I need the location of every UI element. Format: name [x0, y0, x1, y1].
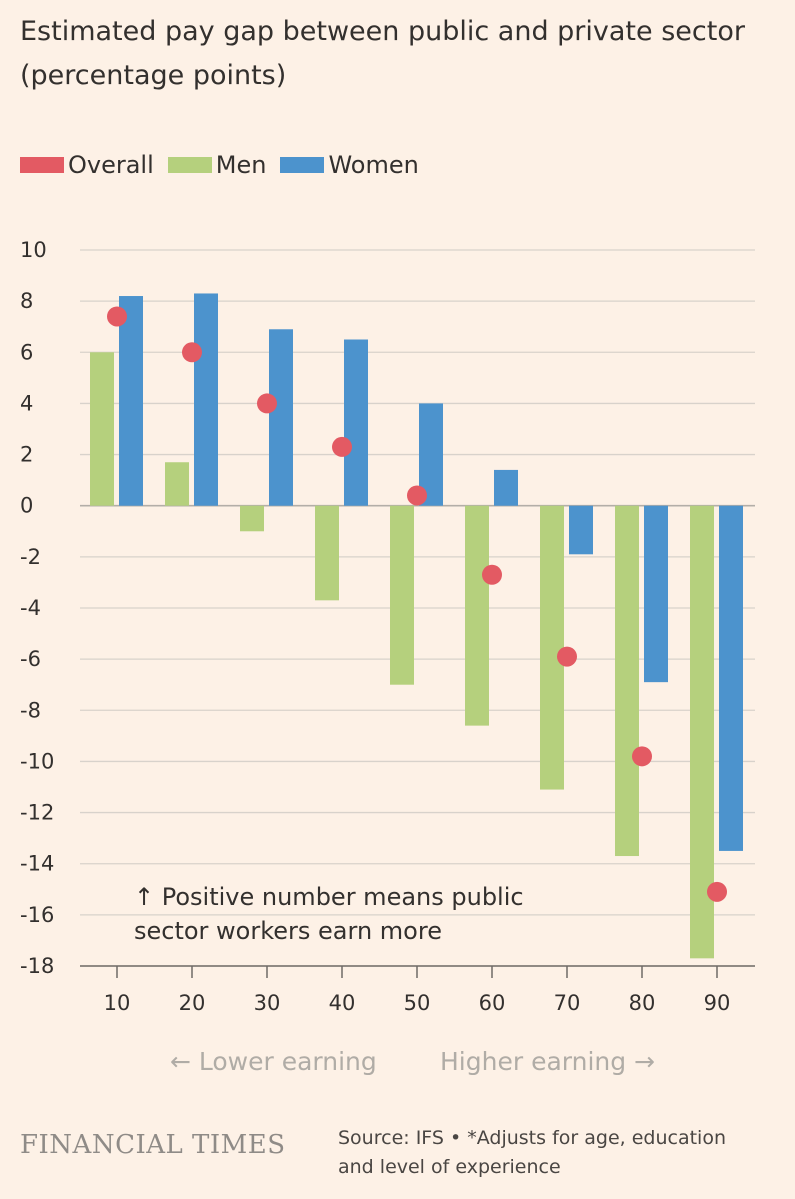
- dot-overall-10: [107, 306, 127, 327]
- legend-swatch-overall: [20, 157, 64, 173]
- source-note: Source: IFS • *Adjusts for age, educatio…: [338, 1124, 778, 1182]
- x-tick-label: 40: [329, 991, 356, 1015]
- y-tick-label: 4: [20, 391, 33, 415]
- y-tick-label: -12: [20, 801, 54, 825]
- bar-men-90: [690, 505, 714, 959]
- lower-earning-label: ← Lower earning: [170, 1047, 377, 1076]
- y-tick-label: 6: [20, 340, 33, 364]
- dot-overall-30: [257, 393, 277, 414]
- bar-women-70: [569, 505, 593, 555]
- x-tick-label: 20: [179, 991, 206, 1015]
- y-tick-label: 10: [20, 238, 47, 262]
- dot-overall-40: [332, 436, 352, 457]
- x-tick-label: 50: [404, 991, 431, 1015]
- dot-overall-90: [707, 881, 727, 902]
- legend-item-women: Women: [280, 151, 419, 179]
- bar-men-60: [465, 505, 489, 726]
- bar-women-20: [194, 293, 218, 506]
- x-tick-label: 90: [704, 991, 731, 1015]
- x-tick-label: 70: [554, 991, 581, 1015]
- y-tick-label: -2: [20, 545, 41, 569]
- bar-women-60: [494, 469, 518, 506]
- legend-swatch-women: [280, 157, 325, 173]
- legend-item-overall: Overall: [20, 151, 154, 179]
- x-tick-label: 80: [629, 991, 656, 1015]
- legend-item-men: Men: [167, 151, 267, 179]
- bar-men-30: [240, 505, 264, 532]
- y-tick-label: -14: [20, 852, 54, 876]
- brand-logo: FINANCIAL TIMES: [20, 1130, 286, 1160]
- y-tick-label: -10: [20, 749, 54, 773]
- higher-earning-label: Higher earning →: [440, 1047, 656, 1076]
- chart-title: Estimated pay gap between public and pri…: [20, 16, 745, 91]
- annotation: ↑ Positive number means public sector wo…: [134, 880, 564, 948]
- y-tick-label: -4: [20, 596, 41, 620]
- source-line-1: Source: IFS • *Adjusts for age, educatio…: [338, 1127, 726, 1149]
- legend-label-overall: Overall: [68, 151, 154, 179]
- x-tick-label: 60: [479, 991, 506, 1015]
- x-tick-label: 10: [104, 991, 131, 1015]
- y-tick-label: 8: [20, 289, 33, 313]
- legend-label-men: Men: [215, 151, 267, 179]
- dot-overall-50: [407, 485, 427, 506]
- bar-men-80: [615, 505, 639, 857]
- dot-overall-70: [557, 646, 577, 667]
- annotation-line-1: ↑ Positive number means public: [134, 883, 524, 911]
- y-tick-label: -18: [20, 954, 54, 978]
- bar-men-50: [390, 505, 414, 685]
- grid-lines: [80, 249, 755, 967]
- dot-overall-60: [482, 564, 502, 585]
- overall-dots: [107, 306, 727, 902]
- bar-women-80: [644, 505, 668, 683]
- bar-women-30: [269, 329, 293, 506]
- y-tick-label: -6: [20, 647, 41, 671]
- bars: [90, 293, 743, 959]
- legend-label-women: Women: [328, 151, 419, 179]
- bar-women-40: [344, 339, 368, 506]
- bar-women-90: [719, 505, 743, 851]
- bar-men-40: [315, 505, 339, 601]
- y-tick-label: 0: [20, 494, 33, 518]
- bar-men-20: [165, 462, 189, 506]
- annotation-line-2: sector workers earn more: [134, 917, 442, 945]
- x-tick-label: 30: [254, 991, 281, 1015]
- bar-men-70: [540, 505, 564, 790]
- bar-men-10: [90, 352, 114, 506]
- legend-swatch-men: [167, 157, 212, 173]
- dot-overall-20: [182, 342, 202, 363]
- y-tick-label: 2: [20, 443, 33, 467]
- source-line-2: and level of experience: [338, 1156, 561, 1178]
- dot-overall-80: [632, 746, 652, 767]
- bar-women-10: [119, 296, 143, 506]
- y-tick-label: -8: [20, 698, 41, 722]
- legend: Overall Men Women: [20, 150, 433, 180]
- y-tick-label: -16: [20, 903, 54, 927]
